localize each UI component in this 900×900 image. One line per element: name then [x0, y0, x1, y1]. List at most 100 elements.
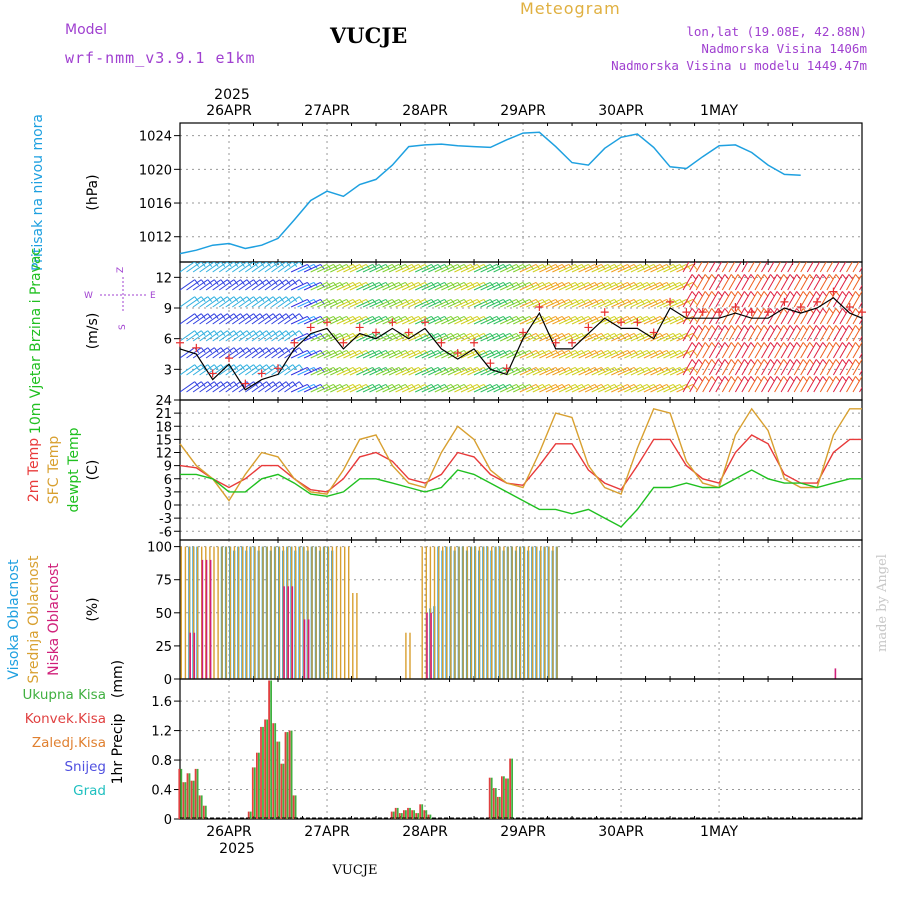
- wind-barb: [277, 381, 294, 393]
- wind-barb-flag: [240, 296, 245, 303]
- wind-barb: [428, 366, 445, 376]
- wind-barb-flag: [691, 359, 697, 365]
- wind-barb: [584, 383, 602, 393]
- wind-barb: [186, 296, 202, 308]
- wind-barb-flag: [802, 342, 808, 348]
- wind-barb: [669, 298, 687, 308]
- footer-station: VUCJE: [332, 863, 378, 878]
- wind-barb: [180, 296, 195, 308]
- precip-total-bar: [392, 811, 395, 819]
- mid-cloud-bar: [327, 546, 329, 679]
- wind-barb: [532, 315, 550, 325]
- wind-barb-flag: [763, 376, 769, 382]
- wind-barb-flag: [855, 325, 860, 331]
- wind-barb: [715, 376, 726, 393]
- wind-barb: [408, 298, 426, 308]
- wind-barb: [375, 383, 393, 393]
- wind-barb-flag: [285, 381, 291, 388]
- bottom-tick-label: 26APR: [206, 824, 252, 840]
- precip-legend-label: Zaledj.Kisa: [32, 735, 106, 751]
- wind-barb: [258, 347, 274, 359]
- wind-barb-flag: [253, 347, 258, 354]
- wind-barb-flag: [750, 274, 756, 280]
- wind-barb-flag: [802, 291, 808, 297]
- top-tick-label: 27APR: [304, 103, 350, 119]
- mid-cloud-bar: [544, 546, 546, 679]
- wind-barb: [264, 296, 280, 308]
- wind-barb-flag: [810, 256, 814, 261]
- wind-barb: [245, 313, 261, 325]
- wind-barb: [401, 263, 419, 273]
- precip-total-bar: [184, 782, 187, 819]
- wind-barb-flag: [718, 256, 722, 261]
- precip-conv-bar: [394, 807, 397, 819]
- y-tick-label: 0: [164, 813, 172, 828]
- wind-barb-flag: [711, 376, 717, 382]
- wind-barb: [382, 298, 400, 308]
- wind-barb: [232, 347, 248, 359]
- wind-barb: [199, 330, 215, 342]
- wind-barb-flag: [802, 359, 808, 365]
- wind-barb: [284, 364, 300, 376]
- wind-barb: [473, 332, 491, 342]
- wind-barb-flag: [207, 313, 213, 320]
- wind-barb: [734, 274, 745, 291]
- wind-barb: [819, 262, 827, 273]
- wind-barb-flag: [220, 381, 226, 388]
- wind-barb-flag: [207, 296, 213, 303]
- cloud-legend-label: Visoka Oblacnost: [6, 559, 22, 680]
- wind-barb-flag: [711, 308, 717, 314]
- wind-barb: [284, 381, 300, 393]
- wind-barb: [695, 291, 706, 308]
- wind-barb: [186, 279, 202, 291]
- wind-barb: [199, 296, 215, 308]
- wind-barb: [297, 263, 315, 273]
- y-tick-label: 1.6: [151, 695, 172, 710]
- wind-barb: [310, 298, 328, 308]
- precip-total-bar: [258, 752, 260, 819]
- wind-barb: [545, 315, 563, 325]
- wind-barb: [408, 281, 426, 291]
- wind-barb-flag: [279, 364, 285, 371]
- cloud-legend-label: Srednja Oblacnost: [26, 555, 42, 683]
- wind-barb: [199, 262, 215, 273]
- wind-barb-flag: [750, 325, 756, 331]
- wind-barb-flag: [213, 296, 219, 303]
- wind-barb: [832, 325, 843, 342]
- wind-gust-marker: [372, 328, 381, 337]
- wind-barb: [741, 291, 752, 308]
- precip-total-bar: [511, 758, 513, 819]
- wind-barb: [330, 263, 347, 273]
- wind-barb: [336, 315, 354, 325]
- wind-barb: [663, 315, 681, 325]
- unit-label: (m/s): [85, 313, 101, 350]
- top-tick-label: 29APR: [500, 103, 546, 119]
- y-tick-label: 1020: [139, 163, 172, 178]
- wind-barb: [271, 313, 287, 325]
- wind-barb: [669, 315, 687, 325]
- wind-barb: [212, 262, 228, 273]
- low-cloud-bar: [201, 559, 204, 679]
- wind-barb: [624, 366, 641, 376]
- wind-barb: [754, 376, 765, 393]
- wind-barb-flag: [194, 296, 200, 303]
- credit-label: made by Angel: [875, 554, 890, 652]
- wind-barb: [290, 281, 308, 291]
- wind-barb: [800, 274, 811, 291]
- wind-barb: [343, 366, 360, 376]
- wind-barb-flag: [233, 364, 239, 371]
- wind-barb: [441, 315, 458, 325]
- wind-barb: [545, 263, 563, 273]
- wind-barb: [460, 281, 478, 291]
- wind-barb: [604, 383, 622, 393]
- wind-barb: [669, 383, 687, 393]
- wind-barb-flag: [789, 376, 795, 382]
- wind-barb: [708, 262, 716, 273]
- wind-barb: [506, 349, 524, 359]
- wind-barb: [519, 366, 537, 376]
- precip-total-bar: [286, 732, 289, 819]
- wind-barb: [225, 262, 241, 273]
- wind-barb: [356, 315, 373, 325]
- wind-barb-flag: [849, 256, 853, 261]
- y-tick-label: 0: [164, 499, 172, 514]
